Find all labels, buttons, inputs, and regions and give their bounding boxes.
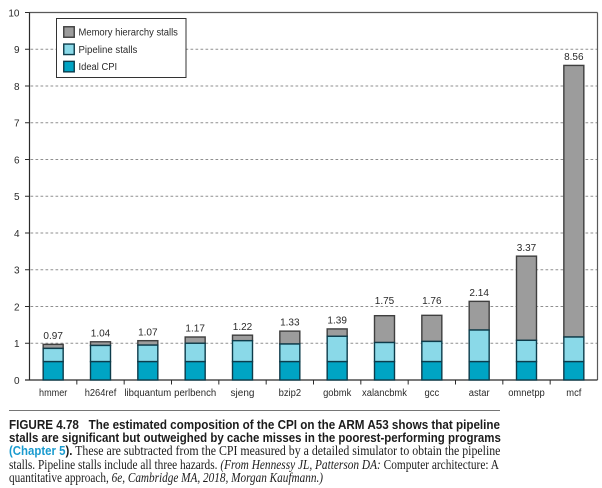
svg-text:Memory hierarchy stalls: Memory hierarchy stalls: [79, 28, 178, 39]
svg-text:3: 3: [14, 266, 20, 277]
svg-text:1.76: 1.76: [422, 296, 442, 307]
svg-text:1.75: 1.75: [375, 296, 395, 307]
svg-text:5: 5: [14, 192, 20, 203]
svg-text:sjeng: sjeng: [231, 388, 255, 399]
svg-text:4: 4: [14, 229, 20, 240]
svg-text:8: 8: [14, 82, 20, 93]
svg-text:2.14: 2.14: [469, 288, 489, 299]
svg-text:mcf: mcf: [566, 388, 581, 399]
svg-text:7: 7: [14, 119, 20, 130]
svg-text:Pipeline stalls: Pipeline stalls: [79, 45, 138, 56]
svg-text:xalancbmk: xalancbmk: [362, 388, 408, 399]
svg-text:1: 1: [14, 339, 20, 350]
svg-text:3.37: 3.37: [517, 243, 537, 254]
svg-text:2: 2: [14, 302, 20, 313]
svg-text:1.33: 1.33: [280, 318, 300, 329]
svg-text:1.04: 1.04: [91, 328, 111, 339]
svg-text:bzip2: bzip2: [279, 388, 302, 399]
svg-text:1.39: 1.39: [327, 316, 347, 327]
svg-text:1.22: 1.22: [233, 322, 253, 333]
svg-text:1.07: 1.07: [138, 327, 158, 338]
svg-text:Ideal CPI: Ideal CPI: [79, 62, 118, 73]
svg-text:6: 6: [14, 155, 20, 166]
svg-text:perlbench: perlbench: [174, 388, 216, 399]
svg-text:9: 9: [14, 45, 20, 56]
svg-text:astar: astar: [469, 388, 491, 399]
svg-text:gobmk: gobmk: [323, 388, 352, 399]
svg-text:h264ref: h264ref: [85, 388, 117, 399]
svg-text:omnetpp: omnetpp: [508, 388, 545, 399]
svg-text:libquantum: libquantum: [124, 388, 171, 399]
svg-text:10: 10: [8, 8, 20, 19]
svg-text:gcc: gcc: [424, 388, 439, 399]
svg-text:8.56: 8.56: [564, 52, 584, 63]
svg-text:1.17: 1.17: [185, 324, 205, 335]
svg-text:0: 0: [14, 376, 20, 387]
svg-text:0.97: 0.97: [43, 331, 63, 342]
svg-text:hmmer: hmmer: [39, 388, 68, 399]
